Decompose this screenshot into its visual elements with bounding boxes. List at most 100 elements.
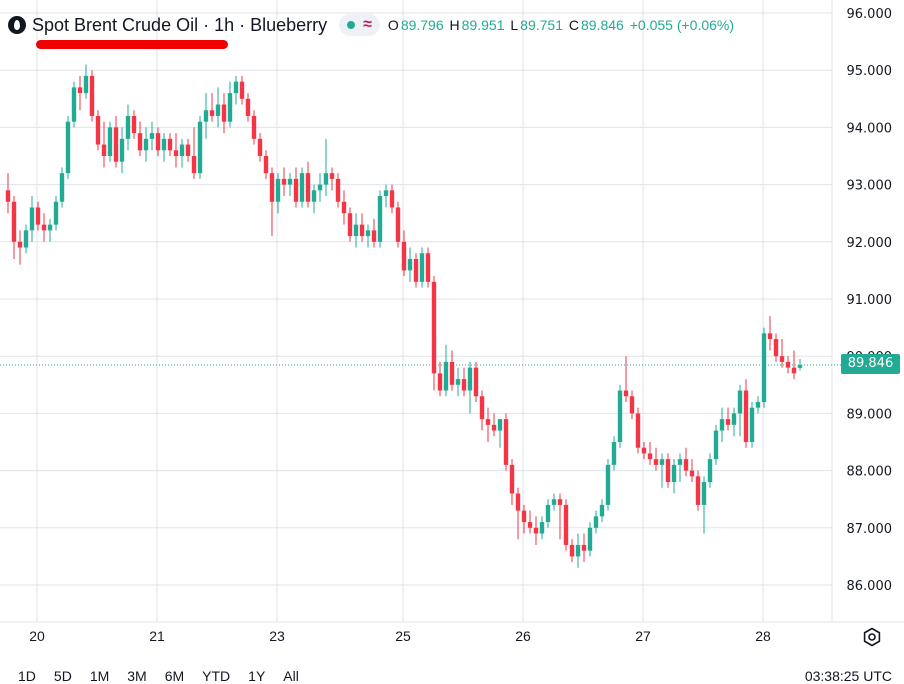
candle-body <box>161 138 167 151</box>
candle <box>65 115 71 179</box>
candle-body <box>617 390 623 442</box>
range-6m[interactable]: 6M <box>164 668 185 684</box>
candle <box>71 81 77 128</box>
candle <box>317 173 323 202</box>
candle-body <box>359 224 365 237</box>
candle <box>479 390 485 431</box>
candle-body <box>263 156 269 174</box>
candle-body <box>461 379 467 391</box>
candle <box>191 127 197 179</box>
candle <box>83 64 89 99</box>
candle-body <box>29 207 35 231</box>
time-tick-label: 20 <box>29 628 45 644</box>
candle-body <box>287 178 293 185</box>
candle-body <box>485 419 491 425</box>
candle-body <box>335 178 341 202</box>
candle-body <box>185 144 191 156</box>
candle <box>209 93 215 122</box>
candle <box>299 167 305 208</box>
candle-body <box>755 401 761 408</box>
candle-body <box>125 115 131 139</box>
low-key: L <box>510 17 519 33</box>
candle-body <box>107 127 113 156</box>
candle <box>395 201 401 248</box>
candle-body <box>557 499 563 505</box>
candle <box>113 115 119 168</box>
candle <box>143 127 149 162</box>
close-key: C <box>568 17 580 33</box>
candle-body <box>497 419 503 431</box>
candle <box>371 218 377 248</box>
candle <box>305 161 311 208</box>
ohlc-values: O 89.796 H 89.951 L 89.751 C 89.846 +0.055 (… <box>388 17 736 33</box>
range-ytd[interactable]: YTD <box>202 668 231 684</box>
candle-body <box>347 213 353 237</box>
status-dot-icon <box>347 21 356 29</box>
range-5d[interactable]: 5D <box>53 668 72 684</box>
candle <box>641 442 647 460</box>
range-1m[interactable]: 1M <box>89 668 110 684</box>
settings-gear-icon[interactable] <box>862 627 882 647</box>
candle <box>497 419 503 448</box>
candle <box>341 190 347 225</box>
symbol-title[interactable]: Spot Brent Crude Oil · 1h · Blueberry <box>32 14 328 35</box>
candle-body <box>551 499 557 505</box>
candle-body <box>95 115 101 145</box>
candle <box>623 356 629 402</box>
candle-body <box>89 75 95 116</box>
candle <box>101 121 107 168</box>
range-1d[interactable]: 1D <box>18 668 36 684</box>
candle-body <box>155 133 161 151</box>
candle-body <box>665 459 671 483</box>
range-1y[interactable]: 1Y <box>248 668 266 684</box>
candle <box>533 516 539 545</box>
range-3m[interactable]: 3M <box>127 668 147 684</box>
candle <box>311 184 317 214</box>
candle-body <box>653 459 659 465</box>
candle-body <box>437 373 443 391</box>
candle <box>503 413 509 471</box>
candle <box>569 539 575 563</box>
range-all[interactable]: All <box>283 668 299 684</box>
price-tick-label: 86.000 <box>847 579 893 594</box>
price-axis[interactable]: 96.00095.00094.00093.00092.00091.00090.0… <box>847 7 893 594</box>
candle <box>413 253 419 288</box>
candle-body <box>503 419 509 465</box>
candle <box>59 167 65 208</box>
candle-body <box>221 104 227 122</box>
candle-body <box>563 504 569 545</box>
time-tick-label: 23 <box>269 628 285 644</box>
candle <box>443 344 449 397</box>
current-price-label: 89.846 <box>841 354 900 374</box>
time-tick-label: 25 <box>395 628 411 644</box>
indicator-status-pill[interactable]: ≈ <box>339 14 380 36</box>
candle-body <box>113 127 119 162</box>
candle-body <box>71 87 77 122</box>
time-tick-label: 21 <box>149 628 165 644</box>
candle-body <box>677 459 683 465</box>
candle-body <box>329 173 335 179</box>
candle <box>797 359 803 371</box>
candle-body <box>575 544 581 557</box>
candle <box>695 470 701 511</box>
candle-body <box>215 104 221 116</box>
candle-body <box>509 464 515 494</box>
candle-body <box>773 339 779 357</box>
candle-body <box>623 390 629 397</box>
candle <box>17 230 23 265</box>
candle-body <box>701 482 707 505</box>
candle <box>347 207 353 242</box>
candle-body <box>689 470 695 477</box>
time-axis[interactable]: 20 21 23 25 26 27 28 <box>29 628 771 644</box>
candle <box>473 361 479 402</box>
candle-body <box>251 115 257 139</box>
candle-body <box>731 413 737 425</box>
candle <box>335 173 341 208</box>
candle <box>701 476 707 534</box>
candle <box>425 247 431 288</box>
chart-legend: Spot Brent Crude Oil · 1h · Blueberry ≈ … <box>8 12 736 38</box>
wave-icon: ≈ <box>363 16 372 33</box>
candle <box>635 407 641 454</box>
candle <box>671 459 677 494</box>
